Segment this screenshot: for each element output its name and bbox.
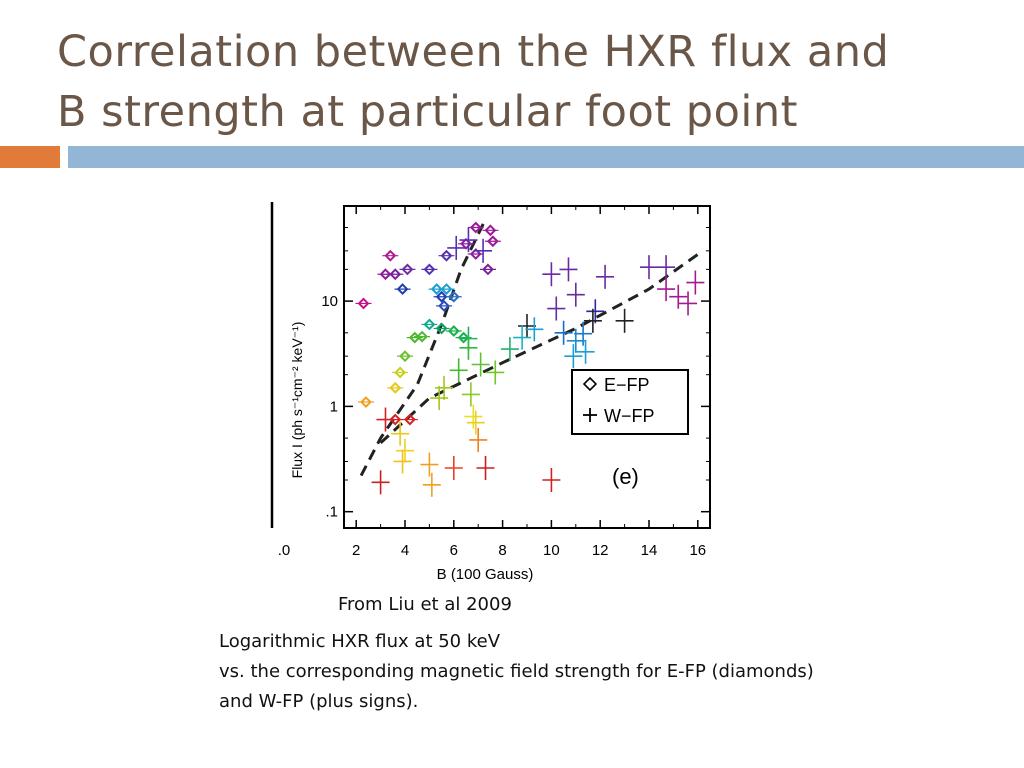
- e-fp-diamond: [357, 297, 370, 310]
- e-fp-diamond: [389, 381, 402, 394]
- e-fp-diamond: [379, 268, 392, 281]
- y-tick-label: .1: [325, 504, 338, 521]
- caption-line-1: Logarithmic HXR flux at 50 keV: [219, 631, 501, 652]
- y-axis-label: Flux I (ph s⁻¹cm⁻² keV⁻¹): [289, 322, 305, 479]
- caption-line-3: and W-FP (plus signs).: [219, 691, 419, 712]
- data-points: [355, 221, 705, 497]
- slide-title-line-1: Correlation between the HXR flux and: [57, 27, 890, 77]
- e-fp-diamond: [457, 331, 470, 344]
- x-tick-label: 10: [543, 542, 560, 559]
- x-tick-label: .0: [278, 542, 291, 559]
- x-tick-label: 16: [689, 542, 706, 559]
- legend-box: [571, 369, 689, 435]
- x-tick-label: 2: [352, 542, 360, 559]
- fit-lines: [359, 218, 704, 477]
- e-fp-diamond: [389, 413, 402, 426]
- figure-source: From Liu et al 2009: [338, 594, 512, 615]
- legend: E−FP W−FP: [571, 369, 689, 435]
- e-fp-diamond: [447, 290, 460, 303]
- x-tick-label: 6: [450, 542, 458, 559]
- accent-bar-orange: [0, 146, 60, 168]
- e-fp-diamond: [416, 330, 428, 343]
- caption-line-2: vs. the corresponding magnetic field str…: [219, 661, 814, 682]
- legend-diamond-icon: [582, 376, 598, 392]
- legend-entry-e-fp: E−FP: [604, 375, 650, 395]
- e-fp-diamond: [430, 283, 443, 296]
- e-fp-diamond: [384, 249, 397, 262]
- x-tick-label: 14: [641, 542, 658, 559]
- e-fp-diamond: [469, 221, 482, 234]
- e-fp-diamond: [423, 318, 436, 331]
- e-fp-diamond: [435, 322, 448, 335]
- e-fp-diamond: [482, 263, 494, 276]
- panel-label: (e): [612, 464, 639, 489]
- y-tick-label: 10: [321, 293, 338, 310]
- e-fp-diamond: [435, 290, 448, 303]
- scatter-figure: .0 2 4 6 8 10 12 14 16 .1 1 10 E−FP W−FP Flux I (ph …: [262, 188, 722, 590]
- e-fp-diamond: [396, 283, 409, 296]
- figure-caption: Logarithmic HXR flux at 50 keV vs. the c…: [219, 627, 939, 717]
- x-tick-label: 8: [498, 542, 506, 559]
- x-axis-label: B (100 Gauss): [437, 566, 534, 583]
- e-fp-diamond: [486, 235, 499, 248]
- e-fp-diamond: [360, 396, 372, 408]
- e-fp-diamond: [394, 366, 407, 379]
- e-fp-diamond: [447, 325, 460, 337]
- x-tick-label: 4: [401, 542, 409, 559]
- accent-bar-blue: [68, 146, 1024, 168]
- slide-title: Correlation between the HXR flux and B s…: [57, 22, 997, 142]
- x-tick-label: 12: [592, 542, 609, 559]
- legend-entry-w-fp: W−FP: [604, 406, 655, 426]
- e-fp-diamond: [484, 224, 497, 237]
- e-fp-diamond: [399, 350, 411, 363]
- e-fp-diamond: [438, 299, 450, 312]
- e-fp-diamond: [403, 413, 416, 426]
- e-fp-diamond: [440, 283, 453, 296]
- e-fp-diamond: [440, 249, 453, 262]
- y-tick-label: 1: [330, 398, 338, 415]
- axis-ticks: .0 2 4 6 8 10 12 14 16 .1 1 10: [278, 206, 710, 559]
- dashed-fit-line: [379, 249, 704, 445]
- e-fp-diamond: [423, 263, 436, 276]
- plot-box: [343, 205, 711, 529]
- e-fp-diamond: [469, 248, 482, 260]
- slide-title-line-2: B strength at particular foot point: [57, 87, 798, 137]
- e-fp-diamond: [401, 263, 414, 276]
- e-fp-diamond: [389, 268, 402, 281]
- dashed-fit-line: [359, 218, 487, 477]
- scatter-chart: .0 2 4 6 8 10 12 14 16 .1 1 10 E−FP W−FP Flux I (ph …: [270, 202, 711, 583]
